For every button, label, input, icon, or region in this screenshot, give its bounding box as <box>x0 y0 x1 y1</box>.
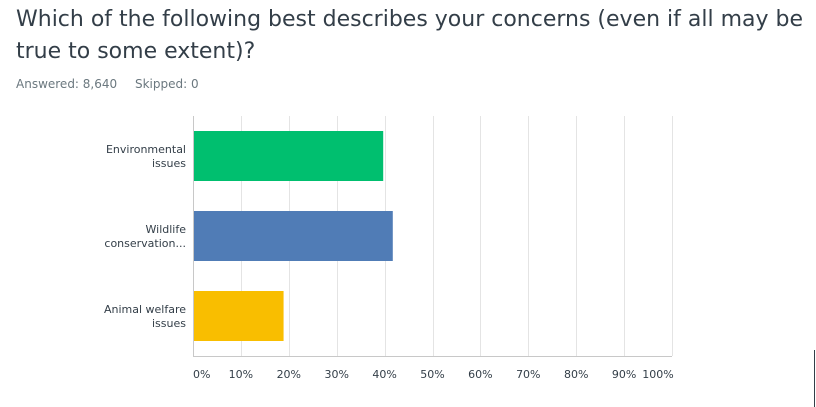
x-tick-label: 100% <box>642 368 673 381</box>
category-label: Environmental issues <box>106 143 186 170</box>
x-tick-label: 10% <box>229 368 253 381</box>
x-tick-label: 70% <box>516 368 540 381</box>
x-tick-label: 60% <box>468 368 492 381</box>
answered-count: Answered: 8,640 <box>16 77 118 91</box>
response-stats: Answered: 8,640 Skipped: 0 <box>16 77 213 91</box>
category-label: Wildlife conservation... <box>104 223 186 250</box>
x-tick-label: 90% <box>612 368 636 381</box>
x-tick-label: 20% <box>277 368 301 381</box>
bar[interactable] <box>194 211 393 261</box>
x-tick-label: 40% <box>372 368 396 381</box>
x-tick-label: 80% <box>564 368 588 381</box>
x-tick-label: 0% <box>193 368 210 381</box>
bar[interactable] <box>194 131 384 181</box>
window-edge-divider <box>814 350 815 407</box>
x-tick-label: 50% <box>420 368 444 381</box>
question-title: Which of the following best describes yo… <box>16 7 804 64</box>
category-label: Animal welfare issues <box>104 303 186 330</box>
x-tick-label: 30% <box>324 368 348 381</box>
bar[interactable] <box>194 291 284 341</box>
skipped-count: Skipped: 0 <box>134 77 199 91</box>
